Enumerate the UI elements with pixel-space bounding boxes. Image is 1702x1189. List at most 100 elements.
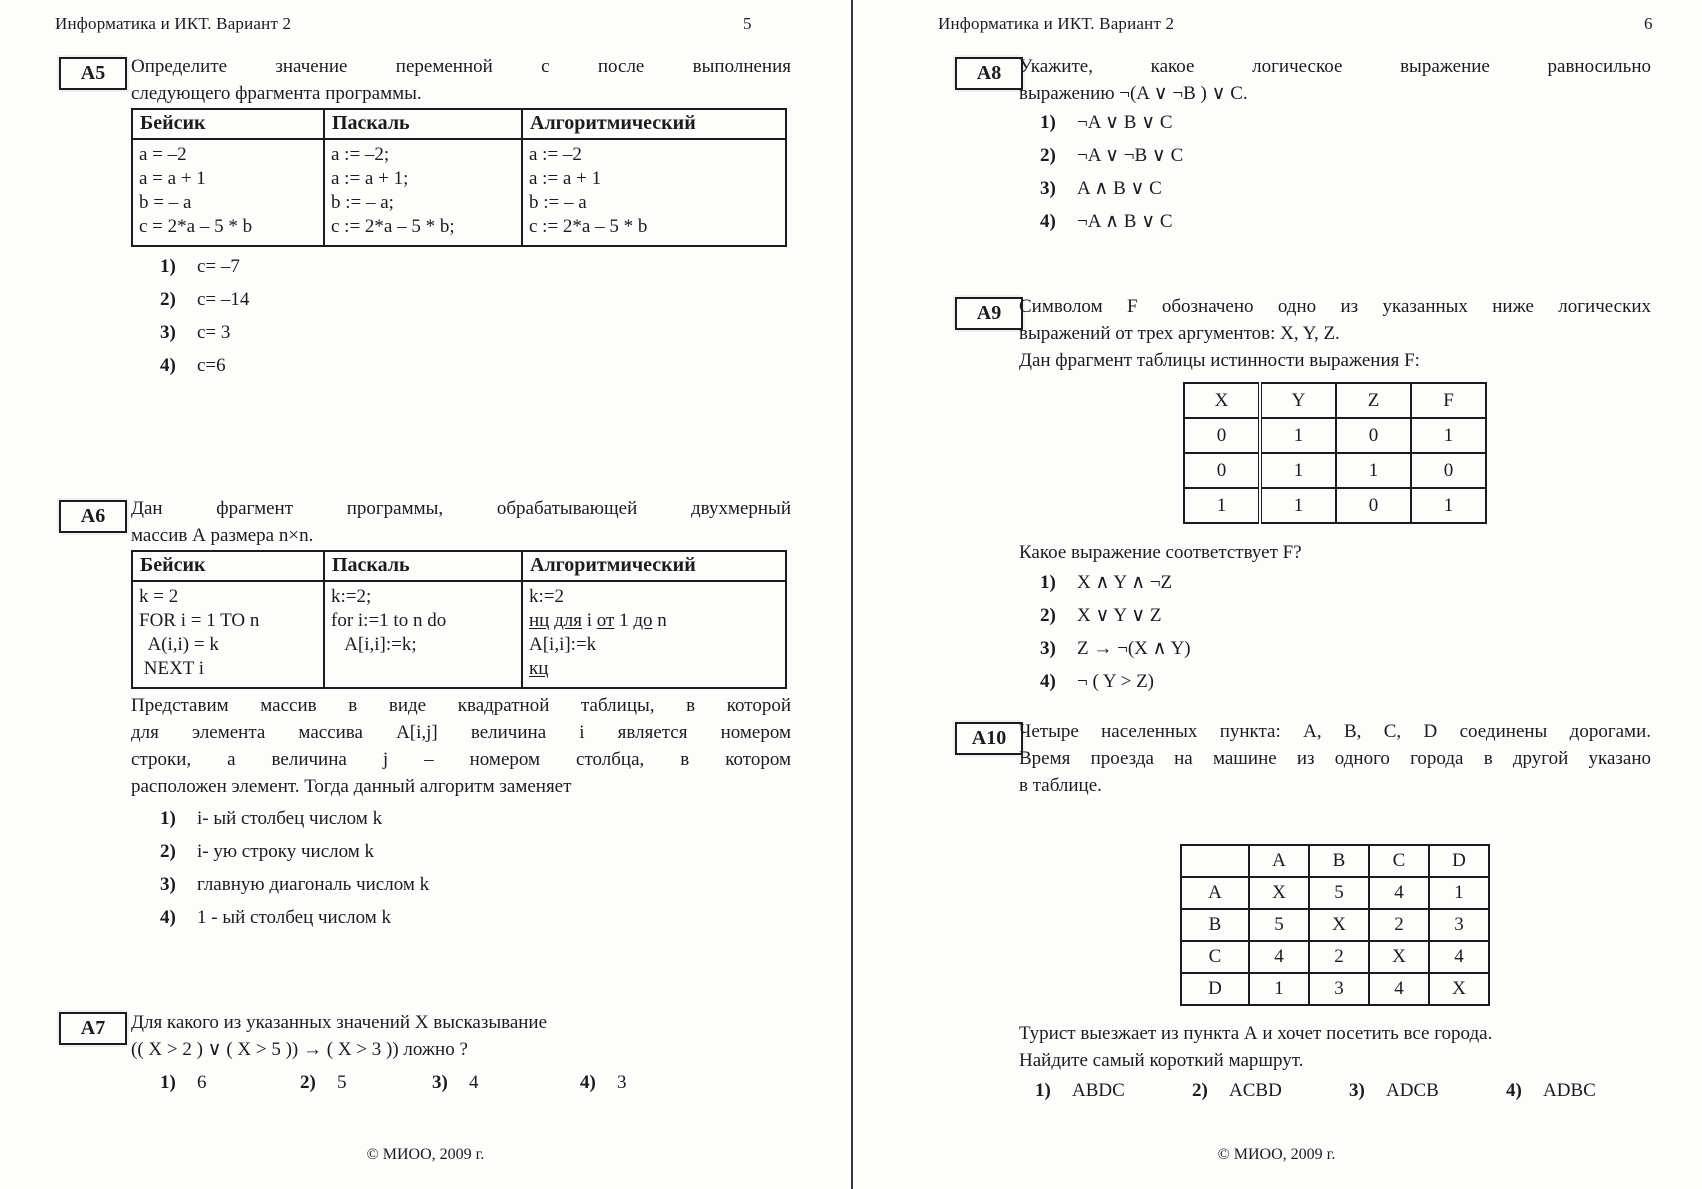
table-row: D 1 3 4 X: [1180, 972, 1490, 1006]
option-number: 1): [1040, 572, 1056, 593]
question-text-line: Время проезда на машине из одного города…: [1019, 748, 1651, 769]
option-text: Z → ¬(X ∧ Y): [1077, 638, 1191, 659]
matrix-cell: 2: [1368, 908, 1430, 942]
column-header-basic: Бейсик: [131, 550, 325, 582]
table-row: a = –2 a = a + 1 b = – a c = 2*a – 5 * b…: [131, 138, 787, 247]
option-text: ¬A ∨ B ∨ C: [1077, 112, 1173, 133]
running-header-title: Информатика и ИКТ. Вариант 2: [938, 14, 1175, 33]
question-label-a8: А8: [955, 57, 1023, 90]
option-text: ADCB: [1386, 1080, 1439, 1101]
answer-option: 1) i- ый столбец числом k: [160, 808, 791, 829]
page-footer: © МИОО, 2009 г.: [366, 1146, 485, 1163]
option-number: 2): [1040, 145, 1056, 166]
table-row: X Y Z F: [1183, 382, 1487, 419]
answer-option: 2) ¬A ∨ ¬B ∨ C: [1040, 145, 1651, 166]
question-text-line: Четыре населенных пункта: A, B, C, D сое…: [1019, 721, 1651, 742]
table-row: k = 2 FOR i = 1 TO n A(i,i) = k NEXT i k…: [131, 580, 787, 689]
answer-option: 4) ADBC: [1506, 1080, 1596, 1101]
option-number: 2): [1040, 605, 1056, 626]
option-number: 3): [1040, 638, 1056, 659]
option-number: 3): [1349, 1080, 1365, 1101]
option-text: 1 - ый столбец числом k: [197, 907, 392, 928]
table-row: 0 1 1 0: [1183, 452, 1487, 489]
answer-option: 4) ¬ ( Y > Z): [1040, 671, 1651, 692]
truth-cell: 0: [1335, 417, 1412, 454]
option-text: c= –14: [197, 289, 250, 310]
matrix-cell: 1: [1248, 972, 1310, 1006]
column-header-algorithmic: Алгоритмический: [521, 550, 787, 582]
table-row: C 4 2 X 4: [1180, 940, 1490, 974]
paragraph-line: Представим массив в виде квадратной табл…: [131, 695, 791, 716]
question-text-line: следующего фрагмента программы.: [131, 83, 422, 104]
a6-code-table: Бейсик Паскаль Алгоритмический k = 2 FOR…: [131, 550, 787, 689]
truth-cell: 1: [1335, 452, 1412, 489]
matrix-corner-cell: [1180, 844, 1250, 878]
question-text-line: Дан фрагмент таблицы истинности выражени…: [1019, 350, 1420, 371]
matrix-row-header: C: [1180, 940, 1250, 974]
truth-cell: 1: [1258, 417, 1337, 454]
matrix-column-header: A: [1248, 844, 1310, 878]
answer-option: 1) X ∧ Y ∧ ¬Z: [1040, 572, 1651, 593]
answer-option: 1) 6: [160, 1072, 207, 1093]
table-row: 1 1 0 1: [1183, 487, 1487, 524]
question-text-line: Определите значение переменной с после в…: [131, 56, 791, 77]
option-text: A ∧ B ∨ C: [1077, 178, 1162, 199]
option-text: ¬A ∧ B ∨ C: [1077, 211, 1173, 232]
option-text: c= 3: [197, 322, 231, 343]
truth-cell: 0: [1335, 487, 1412, 524]
matrix-cell: X: [1248, 876, 1310, 910]
option-text: i- ый столбец числом k: [197, 808, 383, 829]
option-number: 3): [160, 322, 176, 343]
matrix-row-header: A: [1180, 876, 1250, 910]
answer-option: 1) ¬A ∨ B ∨ C: [1040, 112, 1651, 133]
option-text: 6: [197, 1072, 207, 1093]
option-number: 2): [160, 289, 176, 310]
option-number: 3): [432, 1072, 448, 1093]
option-number: 1): [1040, 112, 1056, 133]
truth-cell: 1: [1258, 452, 1337, 489]
table-row: A B C D: [1180, 844, 1490, 878]
running-header-title: Информатика и ИКТ. Вариант 2: [55, 14, 292, 33]
question-text-line: Укажите, какое логическое выражение равн…: [1019, 56, 1651, 77]
column-header-pascal: Паскаль: [323, 550, 523, 582]
truth-cell: 1: [1258, 487, 1337, 524]
truth-cell: 0: [1183, 417, 1261, 454]
answer-option: 3) Z → ¬(X ∧ Y): [1040, 638, 1651, 659]
option-text: ABDC: [1072, 1080, 1125, 1101]
paragraph-line: расположен элемент. Тогда данный алгорит…: [131, 776, 572, 797]
option-number: 4): [160, 907, 176, 928]
option-text: c= –7: [197, 256, 240, 277]
option-number: 1): [1035, 1080, 1051, 1101]
answer-option: 2) ACBD: [1192, 1080, 1282, 1101]
paragraph-line: для элемента массива A[i,j] величина i я…: [131, 722, 791, 743]
table-row: A X 5 4 1: [1180, 876, 1490, 910]
option-text: X ∨ Y ∨ Z: [1077, 605, 1162, 626]
question-text-line: Символом F обозначено одно из указанных …: [1019, 296, 1651, 317]
code-cell-algorithmic: a := –2 a := a + 1 b := – a c := 2*a – 5…: [521, 138, 787, 247]
truth-header-z: Z: [1335, 382, 1412, 419]
page-number: 6: [1644, 14, 1653, 33]
truth-cell: 0: [1410, 452, 1487, 489]
option-number: 4): [160, 355, 176, 376]
question-text-line: Дан фрагмент программы, обрабатывающей д…: [131, 498, 791, 519]
answer-option: 4) ¬A ∧ B ∨ C: [1040, 211, 1651, 232]
truth-table: X Y Z F 0 1 0 1: [1183, 382, 1487, 524]
answer-option: 3) главную диагональ числом k: [160, 874, 791, 895]
option-text: 4: [469, 1072, 479, 1093]
option-number: 4): [1040, 671, 1056, 692]
option-text: ¬A ∨ ¬B ∨ C: [1077, 145, 1184, 166]
matrix-cell: 1: [1428, 876, 1490, 910]
question-text-line: выражению ¬(A ∨ ¬B ) ∨ C.: [1019, 83, 1248, 104]
matrix-column-header: B: [1308, 844, 1370, 878]
matrix-cell: X: [1428, 972, 1490, 1006]
matrix-row-header: B: [1180, 908, 1250, 942]
matrix-cell: 4: [1248, 940, 1310, 974]
matrix-cell: 3: [1308, 972, 1370, 1006]
matrix-cell: 5: [1308, 876, 1370, 910]
question-label-a7: А7: [59, 1012, 127, 1045]
matrix-cell: 4: [1368, 876, 1430, 910]
answer-option: 2) i- ую строку числом k: [160, 841, 791, 862]
option-number: 1): [160, 256, 176, 277]
truth-header-x: X: [1183, 382, 1261, 419]
option-number: 4): [580, 1072, 596, 1093]
